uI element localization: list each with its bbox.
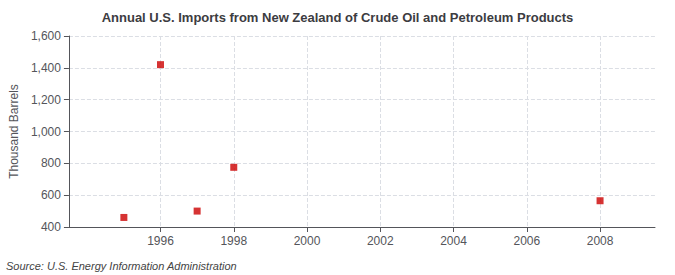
svg-text:2000: 2000 bbox=[294, 234, 321, 248]
svg-text:2004: 2004 bbox=[440, 234, 467, 248]
svg-text:Thousand Barrels: Thousand Barrels bbox=[7, 84, 21, 179]
svg-text:1,000: 1,000 bbox=[31, 125, 61, 139]
svg-text:1,600: 1,600 bbox=[31, 29, 61, 43]
svg-text:1,400: 1,400 bbox=[31, 61, 61, 75]
svg-text:600: 600 bbox=[41, 188, 61, 202]
svg-text:Source: U.S. Energy Informatio: Source: U.S. Energy Information Administ… bbox=[6, 260, 237, 272]
svg-text:Annual U.S. Imports from New Z: Annual U.S. Imports from New Zealand of … bbox=[102, 10, 574, 25]
svg-text:2002: 2002 bbox=[367, 234, 394, 248]
svg-text:2006: 2006 bbox=[513, 234, 540, 248]
svg-text:1,200: 1,200 bbox=[31, 93, 61, 107]
svg-text:400: 400 bbox=[41, 220, 61, 234]
svg-text:1996: 1996 bbox=[147, 234, 174, 248]
svg-text:1998: 1998 bbox=[220, 234, 247, 248]
svg-text:800: 800 bbox=[41, 156, 61, 170]
svg-text:2008: 2008 bbox=[587, 234, 614, 248]
